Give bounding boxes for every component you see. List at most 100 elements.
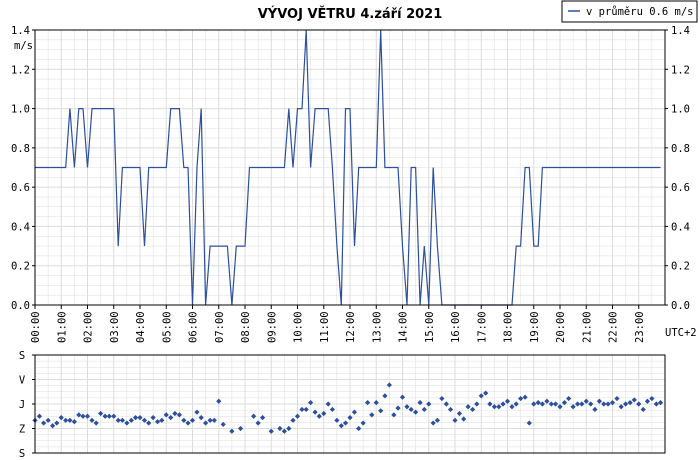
direction-point: [281, 428, 287, 434]
direction-point: [360, 420, 366, 426]
chart-title: VÝVOJ VĚTRU 4.září 2021: [258, 6, 443, 22]
direction-point: [172, 410, 178, 417]
direction-point: [115, 417, 121, 423]
direction-point: [417, 400, 423, 406]
y-tick-label: 1.0: [11, 104, 30, 116]
direction-point: [452, 417, 458, 423]
direction-point: [579, 401, 585, 407]
direction-point: [636, 401, 642, 407]
direction-point: [351, 409, 358, 415]
x-tick-label: 21:00: [581, 311, 593, 343]
direction-point: [89, 417, 95, 423]
direction-point: [548, 401, 554, 407]
direction-point: [198, 415, 204, 421]
direction-label: S: [19, 448, 25, 460]
direction-point: [237, 425, 244, 432]
direction-point: [614, 395, 620, 402]
direction-point: [657, 400, 664, 406]
direction-point: [45, 417, 51, 423]
direction-point: [203, 420, 209, 426]
legend-frame: [561, 0, 698, 23]
direction-point: [259, 415, 266, 421]
direction-point: [185, 420, 191, 426]
direction-point: [329, 406, 336, 413]
top-y-ticks-right: 0.0 0.2 0.4 0.6 0.8 1.0 1.2 1.4: [665, 25, 690, 312]
direction-point: [316, 413, 322, 419]
direction-point: [378, 408, 384, 414]
y-tick-label: 1.4: [671, 25, 690, 37]
x-tick-label: 09:00: [266, 311, 278, 343]
direction-point: [312, 409, 318, 415]
x-tick-label: 16:00: [450, 311, 462, 343]
x-tick-label: 11:00: [319, 311, 331, 343]
y-tick-label: 0.4: [11, 221, 30, 233]
direction-point: [71, 419, 77, 425]
direction-point: [132, 415, 139, 421]
direction-point: [124, 420, 130, 426]
direction-point: [119, 417, 126, 423]
x-tick-label: 01:00: [56, 311, 68, 343]
direction-point: [399, 394, 406, 400]
direction-point: [150, 415, 156, 421]
x-tick-label: 22:00: [608, 311, 620, 343]
direction-point: [342, 420, 349, 426]
direction-point: [469, 406, 476, 413]
direction-point: [426, 401, 432, 407]
direction-point: [487, 401, 493, 407]
direction-point: [334, 417, 340, 423]
direction-point: [41, 420, 47, 426]
direction-point: [478, 393, 484, 399]
direction-point: [465, 404, 471, 410]
direction-point: [58, 415, 64, 421]
y-tick-label: 0.2: [671, 261, 690, 273]
x-tick-label: 02:00: [83, 311, 95, 343]
x-tick-label: 05:00: [161, 311, 173, 343]
direction-point: [653, 401, 659, 407]
direction-point: [159, 417, 165, 423]
direction-point: [369, 412, 375, 418]
direction-point: [251, 413, 257, 419]
direction-point: [382, 393, 388, 399]
direction-point: [535, 400, 541, 406]
direction-point: [268, 428, 274, 434]
direction-point: [154, 419, 161, 425]
direction-point: [290, 417, 296, 423]
direction-point: [163, 412, 169, 418]
direction-point: [128, 417, 134, 423]
x-tick-label: 23:00: [634, 311, 646, 343]
direction-point: [526, 420, 532, 426]
direction-point: [583, 398, 589, 404]
y-tick-label: 0.2: [11, 261, 30, 273]
direction-point: [557, 404, 563, 410]
y-unit-label: m/s: [14, 40, 33, 52]
x-tick-label: 19:00: [529, 311, 541, 343]
wind-speed-line: [35, 29, 661, 306]
direction-point: [566, 395, 572, 402]
direction-point: [137, 415, 143, 421]
direction-point: [496, 404, 502, 410]
direction-point: [644, 398, 651, 404]
x-tick-label: 10:00: [293, 311, 305, 343]
x-tick-label: 17:00: [476, 311, 488, 343]
direction-point: [36, 413, 43, 419]
direction-point: [430, 420, 436, 426]
y-tick-label: 0.8: [671, 143, 690, 155]
x-tick-label: 12:00: [345, 311, 357, 343]
direction-point: [574, 401, 581, 407]
x-tick-label: 20:00: [555, 311, 567, 343]
y-tick-label: 0.6: [671, 182, 690, 194]
direction-point: [570, 404, 576, 410]
legend-label: v průměru 0.6 m/s: [586, 6, 693, 18]
y-tick-label: 0.8: [11, 143, 30, 155]
direction-point: [408, 406, 414, 413]
direction-point: [605, 401, 611, 407]
x-tick-label: 04:00: [135, 311, 147, 343]
y-tick-label: 1.4: [11, 25, 30, 37]
direction-point: [176, 412, 182, 418]
top-y-ticks-left: 0.0 0.2 0.4 0.6 0.8 1.0 1.2 1.4: [11, 25, 35, 312]
direction-point: [364, 400, 371, 406]
x-tick-label: 13:00: [371, 311, 383, 343]
direction-point: [509, 404, 515, 410]
